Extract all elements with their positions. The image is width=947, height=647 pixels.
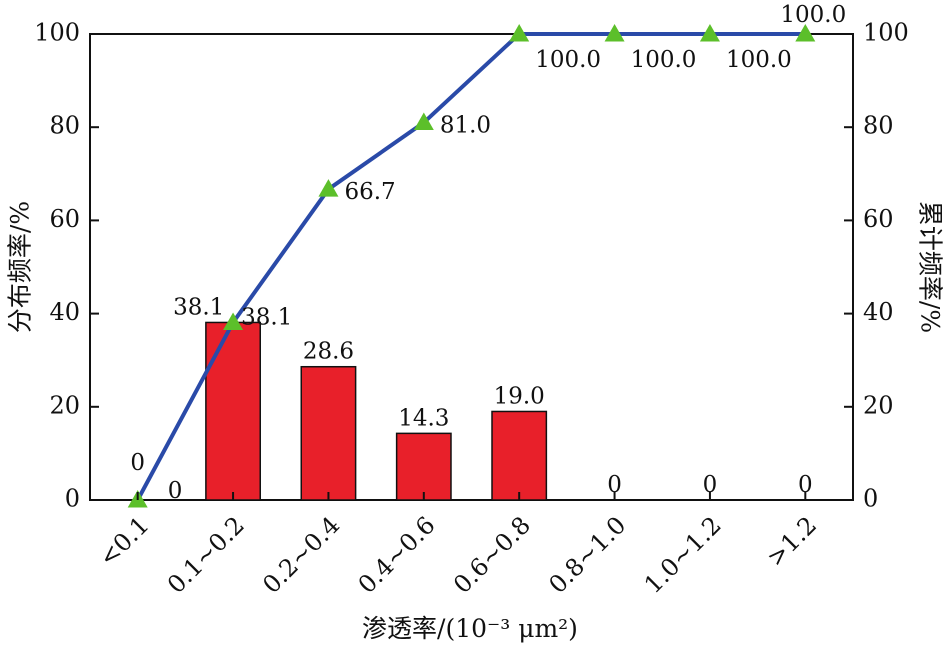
- x-tick-label: 1.0~1.2: [639, 511, 727, 599]
- y-left-tick-label: 40: [49, 298, 80, 326]
- cumulative-value-label: 100.0: [780, 2, 846, 28]
- cumulative-value-label: 66.7: [344, 179, 395, 205]
- x-tick-label: <0.1: [94, 511, 155, 572]
- bar: [491, 410, 548, 501]
- y-left-tick-label: 100: [34, 19, 80, 47]
- bar-value-label: 0: [798, 472, 813, 498]
- bar: [205, 321, 261, 501]
- cumulative-marker: [318, 179, 339, 197]
- bar-value-label: 38.1: [173, 294, 224, 320]
- x-tick-label: 0.2~0.4: [257, 511, 345, 599]
- bar-value-label: 0: [130, 450, 145, 476]
- cumulative-value-label: 81.0: [440, 113, 491, 139]
- bar: [300, 365, 357, 501]
- bar-value-label: 14.3: [398, 405, 449, 431]
- cumulative-marker: [795, 24, 816, 42]
- bar-value-label: 19.0: [494, 383, 545, 409]
- y-right-tick-label: 80: [863, 112, 894, 140]
- cumulative-value-label: 100.0: [726, 47, 792, 73]
- cumulative-value-label: 100.0: [631, 47, 697, 73]
- cumulative-line: [135, 32, 806, 501]
- y-right-tick-label: 40: [863, 298, 894, 326]
- x-axis-title: 渗透率/(10⁻³ μm²): [362, 614, 578, 643]
- plot-border: [89, 33, 854, 501]
- y-axis-right-title: 累计频率/%: [916, 201, 945, 333]
- y-left-tick-label: 80: [49, 112, 80, 140]
- y-left-tick-label: 60: [49, 205, 80, 233]
- y-right-tick-label: 100: [863, 19, 909, 47]
- bar-value-label: 0: [607, 472, 622, 498]
- bars-layer: [205, 321, 548, 501]
- x-tick-label: 0.4~0.6: [353, 511, 441, 599]
- cumulative-value-label: 38.1: [241, 304, 292, 330]
- x-tick-label: >1.2: [761, 511, 822, 572]
- plot-frame: [89, 33, 854, 501]
- cumulative-marker: [699, 24, 720, 42]
- y-left-tick-label: 0: [65, 485, 80, 513]
- cumulative-value-label: 0: [168, 478, 183, 504]
- cumulative-marker: [413, 112, 434, 131]
- y-right-tick-label: 0: [863, 485, 878, 513]
- cumulative-marker: [509, 24, 530, 42]
- bar: [395, 432, 452, 501]
- x-tick-label: 0.1~0.2: [162, 511, 250, 599]
- bar-value-label: 0: [703, 472, 718, 498]
- cumulative-value-label: 100.0: [535, 47, 601, 73]
- y-right-tick-label: 60: [863, 205, 894, 233]
- cumulative-marker: [604, 24, 625, 42]
- cumulative-marker: [223, 312, 244, 330]
- y-right-tick-label: 20: [863, 391, 894, 419]
- x-tick-label: 0.8~1.0: [543, 511, 631, 599]
- bar-value-label: 28.6: [303, 339, 354, 365]
- y-left-tick-label: 20: [49, 391, 80, 419]
- x-tick-label: 0.6~0.8: [448, 511, 536, 599]
- y-axis-left-title: 分布频率/%: [6, 201, 35, 333]
